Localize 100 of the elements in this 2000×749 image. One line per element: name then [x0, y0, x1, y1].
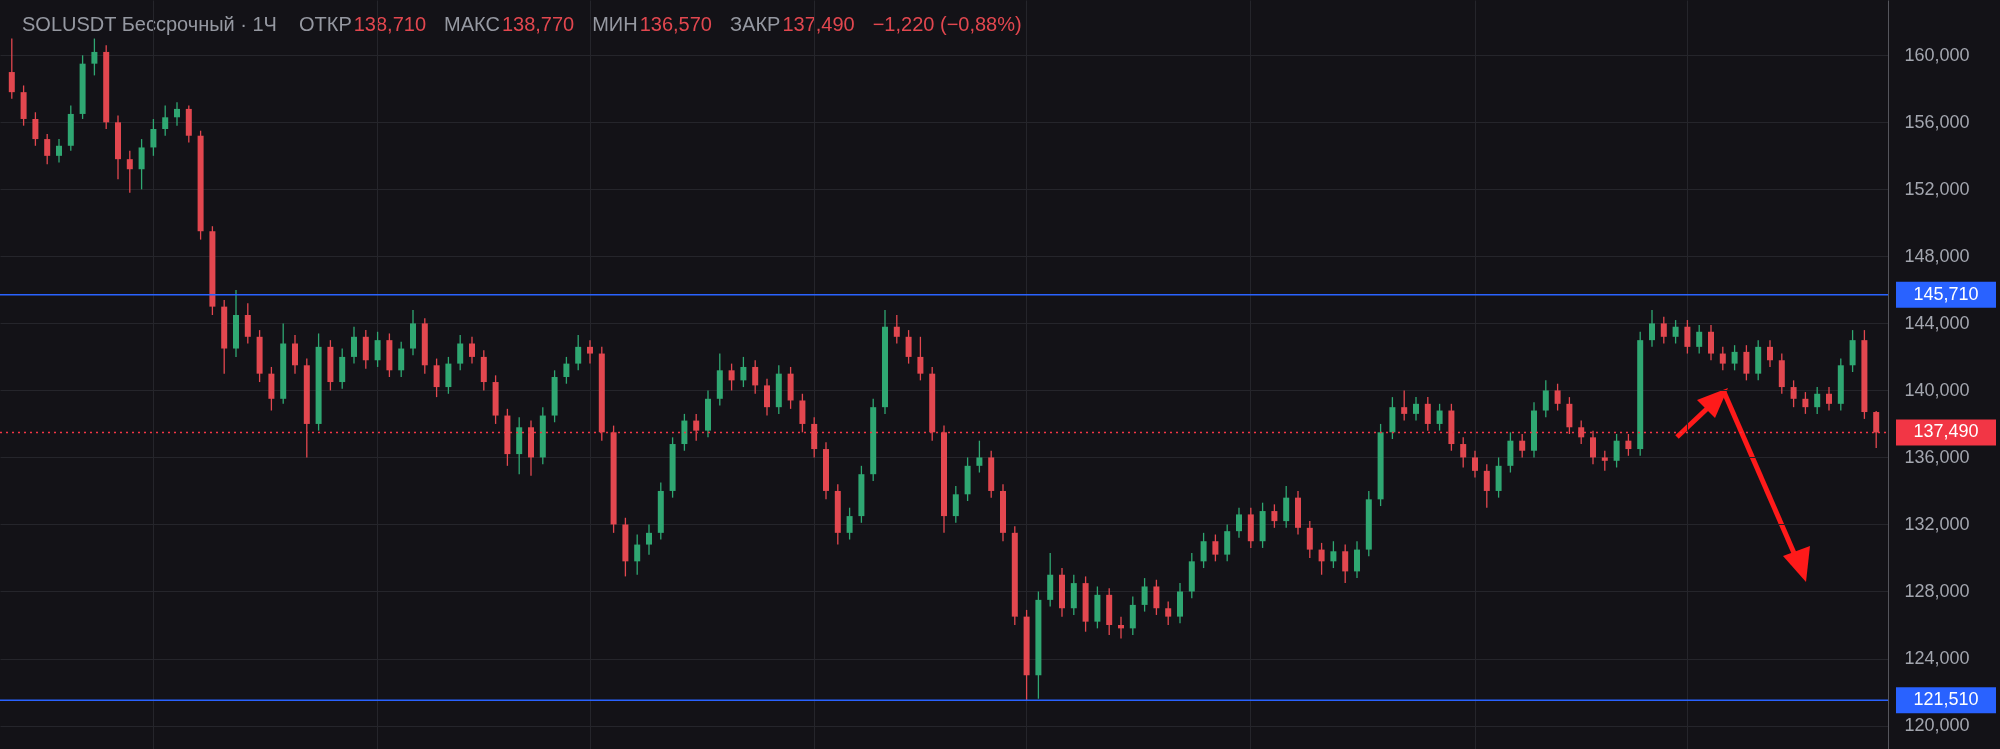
candlestick: [1165, 600, 1172, 626]
candlestick: [693, 413, 700, 442]
text: SOLUSDT Бессрочный · 1Ч: [22, 13, 277, 35]
candlestick: [91, 37, 98, 77]
candlestick: [162, 104, 169, 137]
candlestick: [1554, 383, 1561, 412]
candlestick: [1129, 595, 1136, 636]
candlestick: [32, 111, 39, 147]
candlestick: [433, 357, 440, 398]
candlestick: [1330, 540, 1337, 569]
candlestick: [1790, 379, 1797, 408]
candlestick: [681, 413, 688, 452]
candlestick: [1625, 433, 1632, 457]
candlestick: [1731, 344, 1738, 371]
annotation: 137,490: [782, 13, 855, 35]
candlestick: [56, 138, 62, 164]
y-tick-label: 124,000: [1904, 648, 1970, 669]
y-tick-label: 152,000: [1904, 178, 1970, 199]
candlestick: [244, 302, 251, 345]
candlestick: [646, 523, 652, 556]
candlestick: [469, 336, 475, 365]
y-tick-label: 136,000: [1904, 446, 1970, 467]
candlestick: [846, 507, 853, 541]
candlestick: [1212, 533, 1219, 562]
candlestick: [1483, 463, 1490, 509]
candlestick: [1424, 396, 1431, 432]
candlestick: [1542, 379, 1549, 418]
candlestick: [1873, 410, 1880, 449]
candlestick: [917, 336, 924, 382]
ref-line-label: 121,510: [1913, 689, 1979, 710]
annotation: МАКС: [444, 13, 500, 35]
candlestick: [952, 485, 959, 524]
candlestick: [457, 334, 464, 371]
candlestick: [362, 329, 369, 370]
candlestick: [1436, 403, 1443, 432]
annotation: −1,220 (−0,88%): [872, 13, 1022, 35]
annotation: МИН: [592, 13, 638, 35]
candlestick: [799, 393, 806, 433]
candlestick: [1814, 386, 1821, 415]
y-tick-label: 128,000: [1904, 580, 1970, 601]
candlestick: [138, 138, 145, 190]
candlestick: [1684, 319, 1691, 355]
candlestick: [1354, 540, 1360, 579]
y-tick-label: 120,000: [1904, 715, 1970, 736]
candlestick: [1224, 523, 1231, 562]
candlestick: [1708, 324, 1714, 361]
candlestick: [634, 533, 641, 576]
candlestick: [976, 440, 983, 474]
candlestick: [905, 329, 912, 365]
candlestick: [1141, 577, 1148, 613]
candlestick: [1271, 503, 1278, 529]
candlestick: [292, 334, 298, 375]
candlestick: [1460, 436, 1467, 469]
candlestick: [1472, 450, 1478, 479]
candlestick: [1696, 324, 1703, 355]
candlestick: [1118, 615, 1124, 640]
candlestick: [587, 339, 593, 365]
candlestick: [1660, 316, 1667, 345]
y-tick-label: 140,000: [1904, 379, 1970, 400]
candlestick: [1578, 419, 1585, 445]
candlestick: [1601, 450, 1608, 472]
candlestick: [740, 356, 747, 388]
candlestick: [1318, 542, 1325, 576]
annotation: ОТКР: [298, 13, 352, 35]
y-tick-label: 132,000: [1904, 513, 1970, 534]
ref-line-label: 145,710: [1913, 283, 1979, 304]
candlestick: [1236, 507, 1242, 539]
candlestick: [1401, 389, 1408, 422]
candlestick: [1590, 429, 1596, 465]
ref-line-label: 137,490: [1913, 421, 1979, 442]
candlestick: [351, 326, 357, 365]
candlestick: [563, 356, 570, 385]
candlestick: [1613, 433, 1620, 469]
candlestick: [150, 118, 157, 157]
candlestick: [1672, 319, 1679, 345]
candlestick: [893, 314, 900, 345]
candlestick: [1342, 543, 1349, 584]
y-tick-label: 148,000: [1904, 245, 1970, 266]
candlestick: [1306, 520, 1313, 559]
y-tick-label: 144,000: [1904, 312, 1970, 333]
y-tick-label: 156,000: [1904, 111, 1970, 132]
y-tick-label: 160,000: [1904, 44, 1970, 65]
candlestick: [764, 378, 770, 417]
candlestick: [1519, 433, 1526, 459]
candlestick: [752, 359, 759, 395]
candlestick: [374, 331, 381, 368]
candlestick: [1283, 485, 1290, 529]
candlestick: [1153, 579, 1160, 616]
candlestick: [44, 133, 51, 165]
candlestick: [1719, 346, 1726, 371]
candlestick: [1200, 532, 1207, 569]
candlestick: [8, 37, 15, 100]
candlestick: [398, 341, 405, 378]
annotation: ЗАКР: [729, 13, 781, 35]
candlestick: [1413, 396, 1419, 422]
candlestick: [1649, 309, 1655, 348]
candlestick: [728, 362, 735, 392]
candlestick: [1566, 396, 1573, 435]
annotation: 138,770: [501, 13, 575, 35]
candlestick: [445, 356, 452, 395]
